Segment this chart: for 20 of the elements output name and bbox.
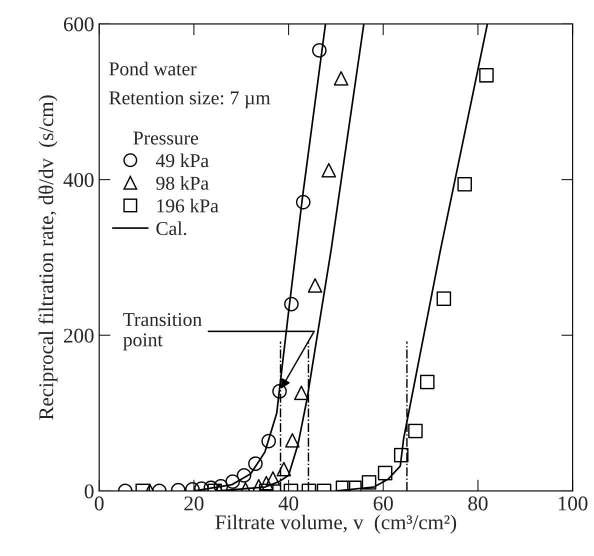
annotation: Transition point [123,313,202,350]
legend-label: 49 kPa [156,154,209,168]
legend-label: 98 kPa [156,176,209,190]
y-axis-title: Reciprocal filtration rate, dθ/dv (s/cm) [38,95,58,420]
x-tick-label: 100 [558,496,588,510]
y-tick-label: 400 [63,172,94,188]
legend-title: Pressure [133,132,198,145]
x-axis-title: Filtrate volume, v (cm³/cm²) [215,514,456,534]
x-tick-label: 60 [374,496,393,510]
x-tick-label: 40 [278,496,298,510]
x-tick-label: 80 [468,496,488,510]
y-tick-label: 600 [64,17,94,32]
y-tick-label: 200 [64,328,94,343]
legend-label: Cal. [156,221,186,236]
annotation: Pond water [109,62,197,76]
x-tick-label: 0 [94,496,104,510]
x-tick-label: 20 [184,496,204,510]
annotation: Retention size: 7 µm [109,91,270,108]
y-tick-label: 0 [84,484,94,498]
legend-label: 196 kPa [157,198,219,212]
